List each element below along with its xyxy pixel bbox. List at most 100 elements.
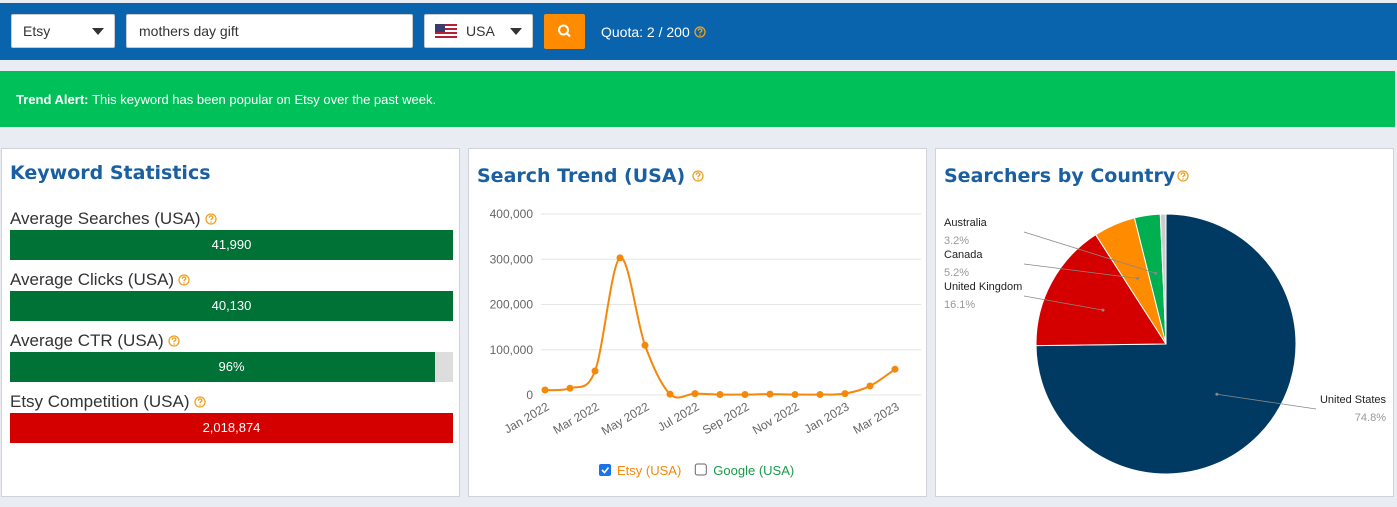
data-point: [616, 254, 624, 262]
quota: Quota: 2 / 200: [601, 24, 706, 40]
country-select[interactable]: USA: [424, 14, 533, 48]
slice-value: 16.1%: [944, 299, 975, 311]
search-input[interactable]: mothers day gift: [126, 14, 413, 48]
stat-label: Average Searches (USA): [10, 209, 217, 229]
pie-slice: [1035, 213, 1297, 475]
search-button[interactable]: [544, 14, 585, 49]
help-icon: [178, 274, 190, 286]
x-tick-label: Nov 2022: [750, 399, 802, 437]
data-point: [666, 390, 674, 398]
x-tick-label: Jul 2022: [655, 399, 702, 434]
pie-slice: [1159, 213, 1167, 345]
panel-title: Keyword Statistics: [10, 162, 211, 184]
data-point: [816, 391, 824, 399]
legend-item[interactable]: Etsy (USA): [599, 463, 681, 478]
x-tick-label: Sep 2022: [700, 399, 752, 437]
data-point: [791, 391, 799, 399]
data-point: [766, 390, 774, 398]
leader-line: [1216, 393, 1317, 410]
leader-line: [1023, 295, 1104, 311]
leader-dot: [1154, 271, 1158, 275]
slice-value: 5.2%: [944, 267, 969, 279]
stat-label: Etsy Competition (USA): [10, 392, 206, 412]
help-glyph: [178, 274, 190, 286]
stat-bar-track: 41,990: [10, 230, 453, 260]
x-tick-label: Mar 2023: [851, 399, 902, 437]
help-glyph: [193, 396, 206, 408]
pie-slice: [1035, 233, 1167, 347]
toolbar: Etsy mothers day gift USA Quota: 2 / 200: [0, 3, 1397, 60]
chart-title: Searchers by Country: [944, 165, 1176, 187]
y-tick-label: 0: [526, 388, 533, 402]
country-panel: Searchers by Country United States 74.8% Un…: [935, 148, 1394, 497]
data-point: [641, 341, 649, 349]
leader-line: [1023, 263, 1138, 279]
help-glyph: [168, 335, 180, 347]
x-tick-label: Mar 2022: [551, 399, 602, 437]
data-point: [741, 391, 749, 399]
y-tick-label: 300,000: [490, 252, 534, 266]
stat-name: Average CTR (USA): [10, 331, 164, 350]
x-tick-label: Jan 2022: [502, 399, 552, 436]
checkbox: [599, 464, 611, 476]
help-glyph: [204, 213, 217, 225]
stat-bar-track: 40,130: [10, 291, 453, 321]
data-point: [541, 386, 549, 394]
dropdown-arrow: [510, 28, 522, 35]
search-icon: [558, 24, 571, 38]
pie-chart: Searchers by Country United States 74.8% Un…: [944, 165, 1387, 475]
data-point: [691, 390, 699, 398]
slice-label: United States: [1320, 394, 1387, 406]
quota-text: Quota: 2 / 200: [601, 24, 690, 40]
data-point: [716, 391, 724, 399]
stat-value: 96%: [218, 359, 245, 374]
leader-dot: [1215, 392, 1219, 396]
help-icon: [1177, 170, 1189, 182]
help-icon: [168, 335, 180, 347]
stat-bar: [10, 413, 453, 443]
help-glyph: [692, 170, 704, 182]
stat-label: Average Clicks (USA): [10, 270, 190, 290]
stat-label: Average CTR (USA): [10, 331, 180, 351]
stat-bar-track: 96%: [10, 352, 453, 382]
trend-chart: Search Trend (USA) 0 100,000 200,000 300,000…: [477, 165, 921, 478]
help-icon: [692, 170, 704, 182]
data-point: [841, 390, 849, 398]
legend-item[interactable]: Google (USA): [694, 463, 794, 478]
flag: [435, 24, 457, 38]
stat-value: 41,990: [211, 237, 252, 252]
stat-bar-track: 2,018,874: [10, 413, 453, 443]
x-tick-label: May 2022: [599, 399, 652, 438]
data-point: [591, 367, 599, 375]
stat-name: Average Searches (USA): [10, 209, 201, 228]
leader-dot: [1136, 276, 1140, 280]
checkmark: [601, 467, 610, 474]
alert-text: This keyword has been popular on Etsy ov…: [92, 91, 437, 107]
search-trend-panel: Search Trend (USA) 0 100,000 200,000 300,000…: [468, 148, 927, 497]
slice-label: Canada: [944, 249, 983, 261]
leader-dot: [1101, 308, 1105, 312]
stat-name: Etsy Competition (USA): [10, 392, 190, 411]
legend-label: Etsy (USA): [617, 463, 681, 478]
slice-value: 3.2%: [944, 235, 969, 247]
help-icon: [193, 396, 206, 408]
platform-select[interactable]: Etsy: [11, 14, 115, 48]
chart-title: Search Trend (USA): [477, 165, 685, 187]
checkbox: [694, 463, 707, 476]
country: USA: [466, 23, 495, 39]
stat-value: 40,130: [211, 298, 252, 313]
trend-alert: Trend Alert: This keyword has been popul…: [0, 71, 1395, 127]
alert-title: Trend Alert:: [16, 91, 89, 107]
legend-label: Google (USA): [713, 463, 794, 478]
x-tick-label: Jan 2023: [802, 399, 852, 436]
help-icon: [694, 26, 706, 38]
y-tick-label: 100,000: [490, 343, 534, 357]
stat-bar: [10, 230, 453, 260]
dropdown-arrow: [92, 28, 104, 35]
stat-bar: [10, 352, 436, 382]
help-glyph: [1177, 170, 1189, 182]
series-line: [544, 256, 896, 399]
slice-label: Australia: [944, 217, 988, 229]
stat-value: 2,018,874: [202, 420, 261, 435]
platform: Etsy: [23, 23, 51, 39]
